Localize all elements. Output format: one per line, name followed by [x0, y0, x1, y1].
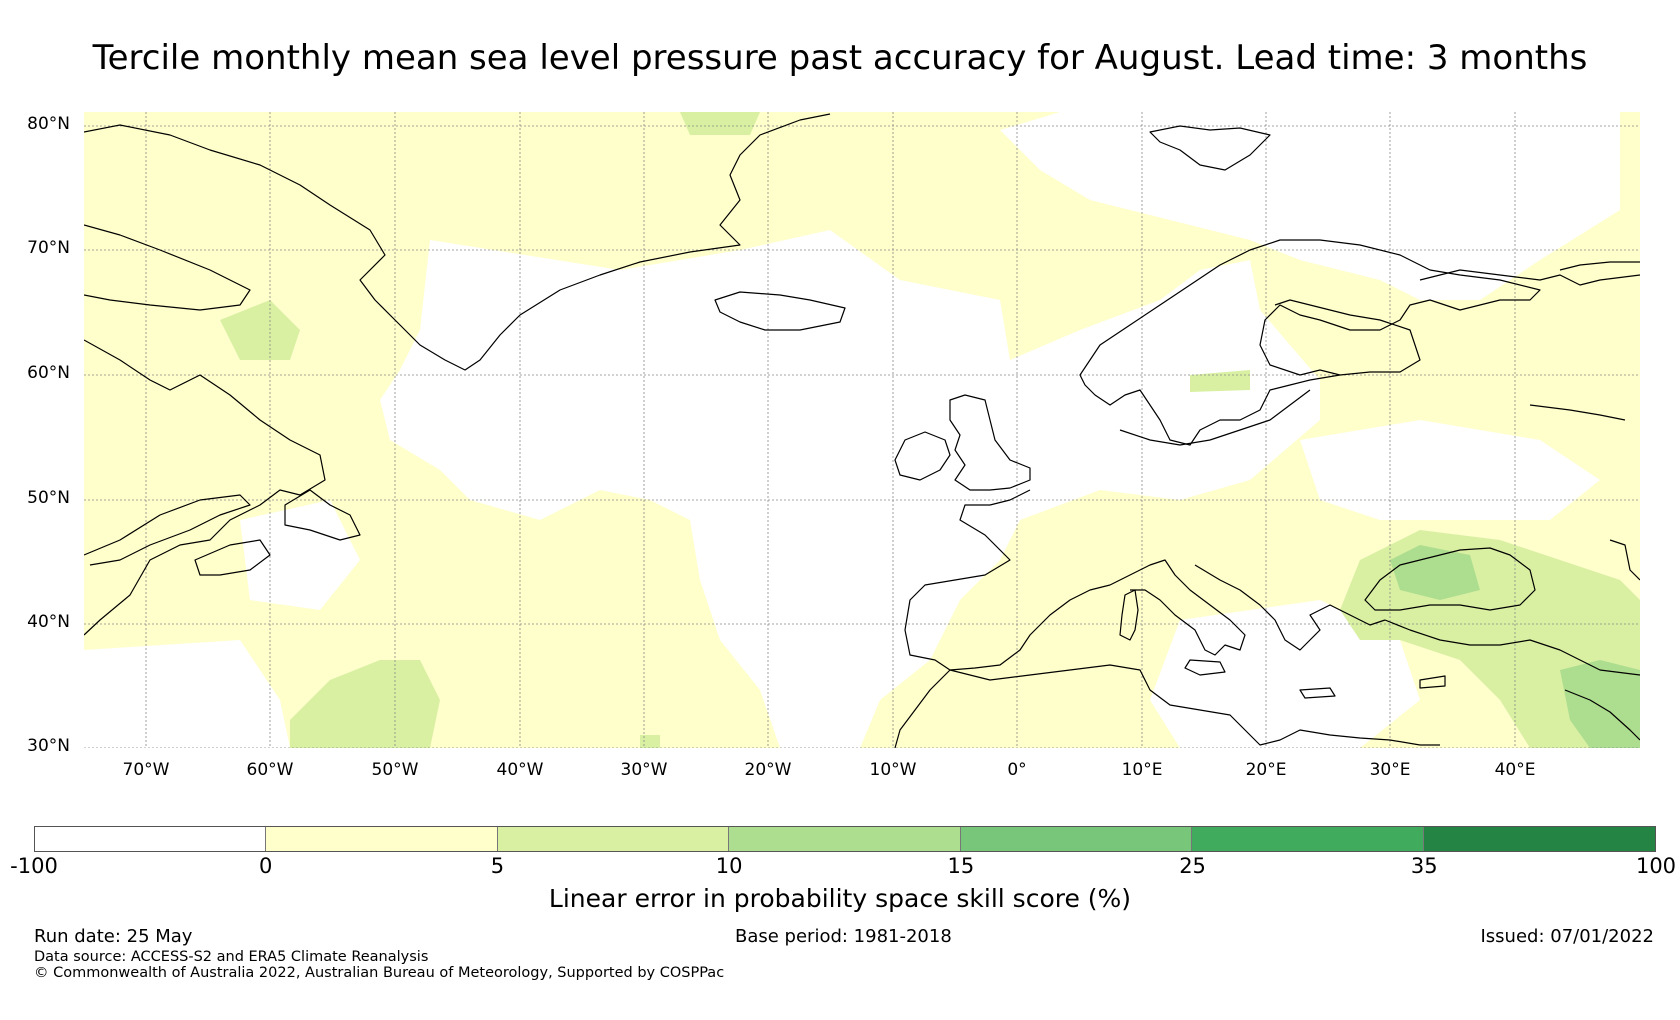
- issued-date: Issued: 07/01/2022: [1480, 926, 1654, 947]
- colorbar: [34, 826, 1656, 852]
- lon-tick-label: 30°W: [620, 760, 668, 780]
- iceland-coast: [714, 291, 846, 331]
- colorbar-tick-label: 5: [490, 854, 505, 878]
- greenland-coast: [84, 113, 831, 371]
- france-iberia-coast: [904, 489, 1111, 671]
- novaya-zemlya: [1559, 261, 1640, 271]
- chart-title: Tercile monthly mean sea level pressure …: [92, 38, 1588, 78]
- balkans-coast: [1194, 564, 1386, 651]
- lon-tick-label: 20°E: [1245, 760, 1287, 780]
- crete-cyprus: [1299, 675, 1446, 699]
- colorbar-segment: [1423, 827, 1655, 851]
- run-date: Run date: 25 May: [34, 926, 193, 947]
- morocco-coast: [894, 669, 951, 748]
- turkey-coast: [1384, 619, 1640, 676]
- lat-tick-label: 80°N: [27, 114, 70, 134]
- uk-coast: [949, 394, 1031, 491]
- colorbar-tick-label: -100: [10, 854, 58, 878]
- colorbar-tick-label: 10: [715, 854, 743, 878]
- sicily: [1184, 659, 1226, 676]
- colorbar-segment: [729, 827, 961, 851]
- lon-tick-label: 10°W: [869, 760, 917, 780]
- colorbar-tick-label: 35: [1410, 854, 1438, 878]
- negative-skill-regions: [84, 112, 1620, 748]
- lat-tick-label: 50°N: [27, 488, 70, 508]
- lon-tick-label: 70°W: [122, 760, 170, 780]
- lon-tick-label: 40°E: [1494, 760, 1536, 780]
- lon-tick-label: 50°W: [371, 760, 419, 780]
- baltic-coast: [1119, 389, 1311, 446]
- base-period: Base period: 1981-2018: [735, 926, 952, 947]
- colorbar-segment: [497, 827, 730, 851]
- north-africa-coast: [949, 664, 1440, 746]
- finland-coast: [1274, 299, 1421, 376]
- colorbar-segment: [960, 827, 1193, 851]
- colorbar-tick-label: 25: [1179, 854, 1206, 878]
- colorbar-tick-label: 100: [1635, 854, 1677, 878]
- lat-tick-label: 30°N: [27, 736, 70, 756]
- gulf-st-lawrence: [84, 494, 251, 566]
- higher-skill-regions: [1390, 545, 1640, 748]
- corsica-sardinia: [1119, 589, 1139, 641]
- colorbar-segment: [35, 827, 267, 851]
- nova-scotia: [194, 539, 271, 576]
- lon-tick-label: 10°E: [1121, 760, 1163, 780]
- colorbar-segment: [1192, 827, 1424, 851]
- svalbard-coast: [1149, 125, 1271, 171]
- lon-tick-label: 0°: [1007, 760, 1027, 780]
- colorbar-segment: [266, 827, 498, 851]
- colorbar-label: Linear error in probability space skill …: [548, 884, 1132, 913]
- black-sea-coast: [1364, 547, 1536, 611]
- lon-tick-label: 60°W: [246, 760, 294, 780]
- white-sea-coast: [1419, 269, 1640, 286]
- lat-tick-label: 40°N: [27, 612, 70, 632]
- lat-tick-label: 70°N: [27, 238, 70, 258]
- copyright: © Commonwealth of Australia 2022, Austra…: [34, 965, 725, 981]
- coastlines: [84, 113, 1640, 748]
- italy-coast: [1109, 559, 1246, 656]
- lon-tick-label: 20°W: [744, 760, 792, 780]
- colorbar-tick-label: 15: [947, 854, 975, 878]
- newfoundland-coast: [284, 489, 361, 541]
- middle-east-coast: [1564, 689, 1640, 741]
- caspian-coast: [1609, 539, 1640, 581]
- lon-tick-label: 30°E: [1369, 760, 1411, 780]
- lat-tick-label: 60°N: [27, 363, 70, 383]
- ireland-coast: [894, 431, 951, 481]
- scandinavia-coast: [1079, 239, 1541, 446]
- baffin-coast: [84, 224, 251, 311]
- labrador-coast: [84, 339, 326, 636]
- colorbar-tick-label: 0: [259, 854, 273, 878]
- data-source: Data source: ACCESS-S2 and ERA5 Climate …: [34, 949, 429, 965]
- lon-tick-label: 40°W: [496, 760, 544, 780]
- russia-north-coast: [1529, 404, 1626, 421]
